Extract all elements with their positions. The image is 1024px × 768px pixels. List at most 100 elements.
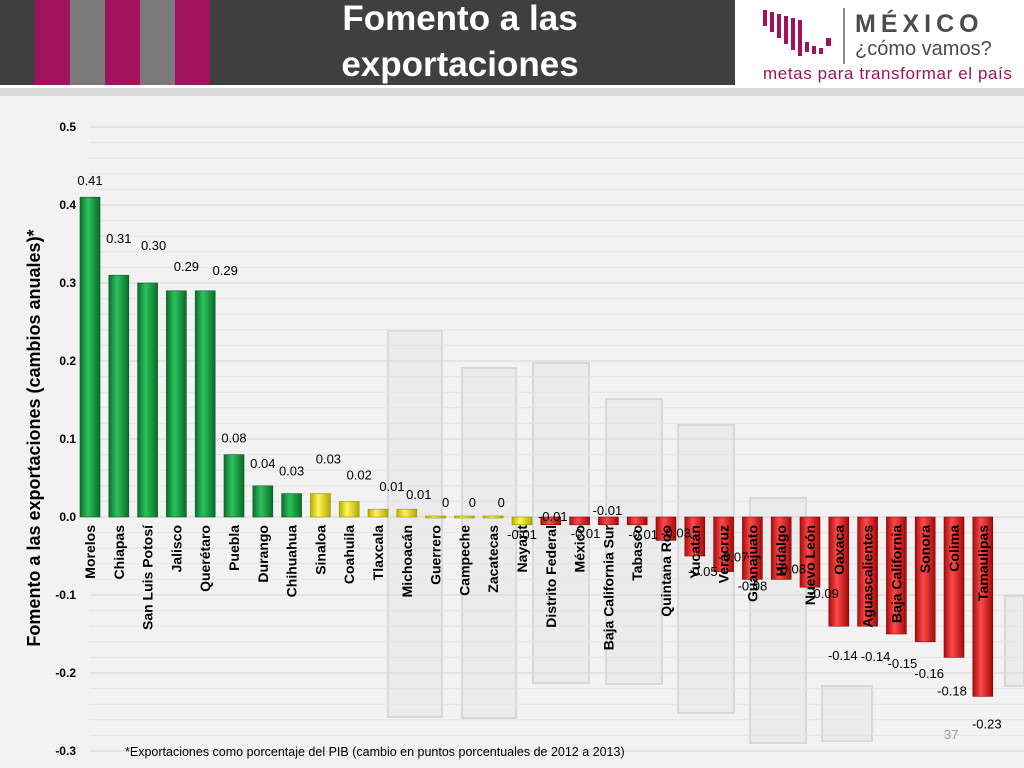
x-tick-label: San Luis Potosí [140,524,156,630]
bar [770,516,792,580]
y-tick-label: 0.1 [59,432,76,446]
x-tick-label: Nayarit [514,525,530,573]
data-label: 0.29 [213,263,238,278]
data-label: -0.03 [661,525,691,540]
bar [511,516,533,526]
x-tick-label: Guanajuato [744,525,760,602]
data-label: 0.30 [141,238,166,253]
y-tick-label: 0.2 [59,354,76,368]
decorative-panel [1004,595,1024,687]
decorative-stripe [35,0,70,85]
y-tick-label: 0.4 [59,198,76,212]
header-separator [0,88,1024,96]
bar-chart: 0.50.40.30.20.10.0-0.1-0.2-0.3 0.410.31 0… [24,120,1024,758]
x-tick-label: Tabasco [629,525,645,581]
bar [194,290,216,518]
data-label: -0.01 [593,503,623,518]
x-tick-label: Campeche [456,525,472,596]
decorative-panel [605,398,663,685]
bar [655,516,677,541]
x-tick-label: Morelos [82,525,98,579]
data-label: 0.29 [174,259,199,274]
data-label: 0 [442,495,449,510]
data-label: 0 [498,495,505,510]
data-label: 0.03 [316,452,341,467]
x-tick-label: Oaxaca [831,525,847,575]
x-tick-label: Coahuila [341,525,357,584]
bar [166,290,187,518]
y-tick-label: 0.5 [59,120,76,134]
bar [425,515,446,519]
x-tick-label: Colima [946,525,962,572]
bar [684,516,706,557]
data-label: -0.14 [828,648,858,663]
decorative-stripe [140,0,175,85]
data-label: 0.04 [250,456,275,471]
bar [713,516,734,572]
header-bar: Fomento a las exportaciones [0,0,735,85]
data-label: -0.14 [861,649,891,664]
bar [886,516,907,635]
decorative-stripe [70,0,105,85]
bar [598,516,619,526]
data-label: -0.16 [914,666,944,681]
x-tick-label: Durango [255,525,271,583]
data-label: -0.01 [507,527,537,542]
x-tick-label: Querétaro [197,525,213,592]
logo-tagline: metas para transformar el país [763,64,1013,83]
bar [108,274,130,518]
data-label: -0.18 [937,683,967,698]
bar [223,454,245,518]
page-title: Fomento a las exportaciones [250,0,670,85]
logo-word: MÉXICO [855,10,984,38]
bar [454,515,475,519]
logo: MÉXICO ¿cómo vamos? metas para transform… [735,0,1024,88]
bar [828,516,850,627]
x-tick-label: Yucatán [687,525,703,579]
bar [742,516,763,580]
data-label: -0.08 [776,561,806,576]
data-label: -0.08 [738,578,768,593]
bar [252,485,274,518]
bar [367,508,389,518]
footnote: *Exportaciones como porcentaje del PIB (… [125,745,625,759]
y-axis: 0.5 0.4 0.3 0.2 0.1 0.0 -0.1 -0.2 -0.3 [55,120,76,758]
x-tick-label: Distrito Federal [543,525,559,628]
x-tick-label: Tamaulipas [975,525,991,601]
title-line-2: exportaciones [341,45,579,84]
data-label: -0.23 [972,716,1002,731]
y-tick-label: -0.1 [55,588,76,602]
bar [540,516,562,526]
bar [396,508,418,518]
data-label: 0.41 [77,173,102,188]
bar [569,516,590,526]
data-label: 0.01 [379,479,404,494]
data-label: -0.01 [538,509,568,524]
bar [79,196,101,518]
bar [482,515,504,519]
x-tick-label: Chihuahua [284,525,300,598]
y-tick-label: 0.0 [59,510,76,524]
logo-bars-icon [763,8,845,64]
data-label: 0.08 [221,431,246,446]
data-label: -0.05 [688,564,718,579]
x-tick-label: Tlaxcala [370,525,386,580]
page-number: 37 [944,727,959,742]
x-tick-label: Sonora [917,525,933,573]
decorative-stripe [105,0,140,85]
x-axis-labels: Morelos Chiapas San Luis Potosí Jalisco Quer… [82,524,991,650]
bar [310,493,331,518]
bar [914,516,936,643]
decorative-panel [387,330,443,718]
decorative-panel [461,367,517,719]
x-tick-label: Hidalgo [773,525,789,576]
x-tick-label: Aguascalientes [860,525,876,628]
data-label: 0.01 [406,487,431,502]
bar [626,516,648,526]
bar [857,516,878,627]
decorative-panels [387,330,1024,744]
data-label: -0.15 [888,656,918,671]
data-label: -0.01 [628,527,658,542]
data-label: 0.02 [347,467,372,482]
y-tick-label: -0.2 [55,666,76,680]
